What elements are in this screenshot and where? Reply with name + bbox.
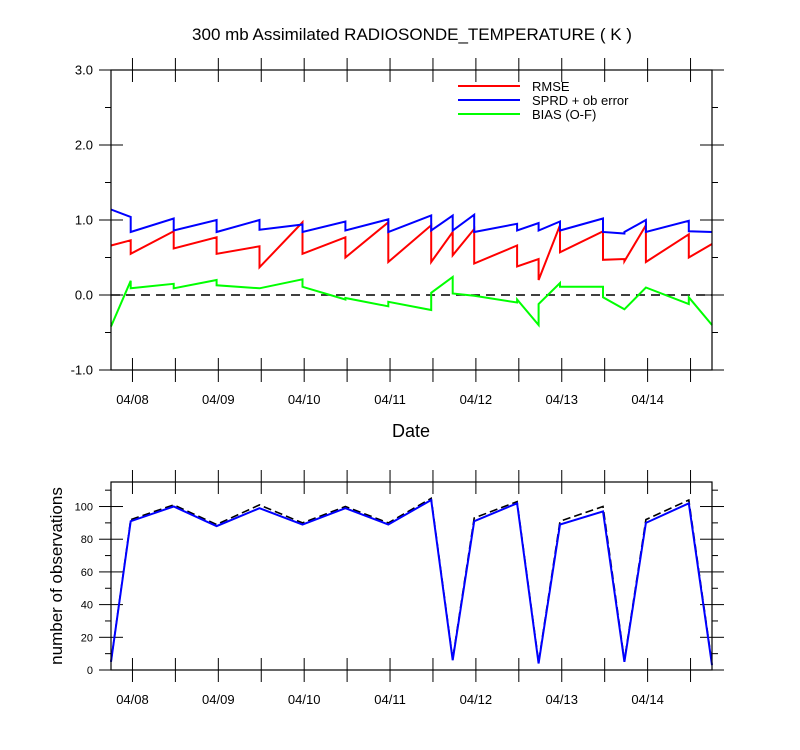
series-rmse-line: [110, 219, 713, 281]
bottom-series-group: [110, 497, 713, 666]
top-y-tick-label: 0.0: [75, 288, 93, 303]
chart-title: 300 mb Assimilated RADIOSONDE_TEMPERATUR…: [192, 25, 632, 44]
bottom-plot-frame: [110, 481, 713, 671]
bot-y-tick-label: 100: [75, 501, 93, 513]
bot-x-tick-label: 04/14: [631, 692, 664, 707]
bot-x-tick-label: 04/13: [545, 692, 578, 707]
series-bias-o-f-line: [110, 275, 713, 328]
top-x-tick-label: 04/13: [545, 392, 578, 407]
legend-label: SPRD + ob error: [532, 93, 629, 108]
bottom-chart: 0 20 40 60 80 100 04/08 04/09 04/10 04/11 04/12 04/…: [47, 470, 724, 707]
top-series-group: [110, 208, 713, 328]
top-y-tick-label: 3.0: [75, 63, 93, 78]
bot-x-tick-label: 04/08: [116, 692, 149, 707]
bot-x-tick-label: 04/12: [460, 692, 493, 707]
bot-x-tick-label: 04/11: [374, 692, 406, 707]
top-x-tick-label: 04/09: [202, 392, 235, 407]
x-axis-label: Date: [392, 421, 430, 441]
top-y-tick-label: -1.0: [71, 363, 93, 378]
series-assimilated-observations-line: [110, 498, 713, 666]
top-x-tick-label: 04/08: [116, 392, 149, 407]
top-x-tick-label: 04/12: [460, 392, 493, 407]
bot-y-tick-label: 40: [81, 600, 93, 612]
legend-label: BIAS (O-F): [532, 107, 596, 122]
bot-x-tick-label: 04/10: [288, 692, 321, 707]
series-sprd-ob-error-line: [110, 208, 713, 235]
top-chart: 300 mb Assimilated RADIOSONDE_TEMPERATUR…: [71, 25, 724, 441]
legend-label: RMSE: [532, 79, 570, 94]
top-x-tick-label: 04/11: [374, 392, 406, 407]
bot-x-tick-label: 04/09: [202, 692, 235, 707]
top-y-tick-label: 1.0: [75, 213, 93, 228]
top-plot-frame: [110, 69, 713, 371]
bot-y-tick-label: 0: [87, 665, 93, 677]
top-x-tick-label: 04/14: [631, 392, 664, 407]
top-axes: -1.0 0.0 1.0 2.0 3.0 04/08 04/09 04/10 04/11 04/1…: [71, 58, 724, 407]
bottom-axes: 0 20 40 60 80 100 04/08 04/09 04/10 04/11 04/12 04/…: [75, 470, 724, 707]
bot-y-tick-label: 60: [81, 567, 93, 579]
top-y-tick-label: 2.0: [75, 138, 93, 153]
top-x-tick-label: 04/10: [288, 392, 321, 407]
bot-y-tick-label: 80: [81, 534, 93, 546]
y-axis-label: number of observations: [47, 487, 66, 665]
bot-y-tick-label: 20: [81, 632, 93, 644]
